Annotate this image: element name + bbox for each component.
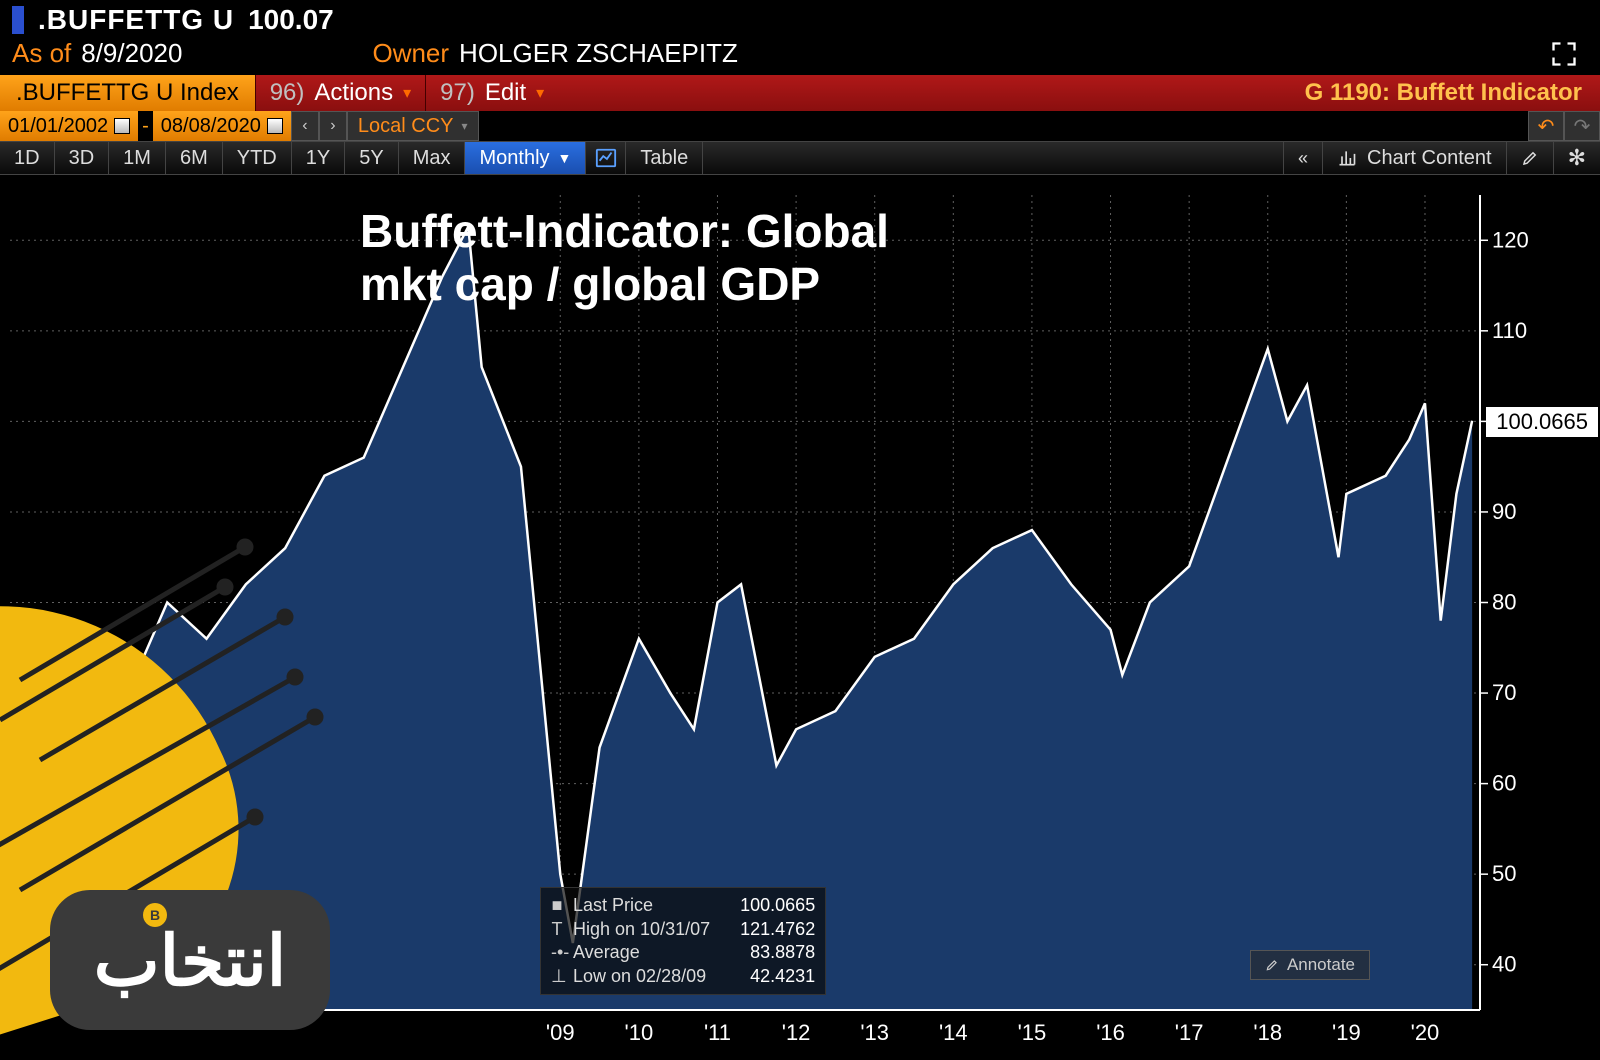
legend-last-label: Last Price [573,894,653,917]
legend-avg-label: Average [573,941,640,964]
currency-select[interactable]: Local CCY ▾ [347,111,479,141]
edit-label: Edit [485,79,526,107]
chart-title-line2: mkt cap / global GDP [360,258,889,311]
svg-text:'10: '10 [625,1020,654,1045]
svg-text:'20: '20 [1411,1020,1440,1045]
svg-text:90: 90 [1492,499,1516,524]
chart-content-button[interactable]: Chart Content [1322,142,1506,174]
svg-text:40: 40 [1492,952,1516,977]
svg-text:110: 110 [1492,318,1527,343]
index-label: .BUFFETTG U Index [16,79,239,107]
svg-text:'19: '19 [1332,1020,1361,1045]
annotate-button[interactable]: Annotate [1250,950,1370,980]
gear-icon: ✻ [1568,145,1586,171]
actions-key: 96) [270,79,305,107]
svg-text:60: 60 [1492,771,1516,796]
chart-title: Buffett-Indicator: Global mkt cap / glob… [360,205,889,311]
tab-ytd[interactable]: YTD [223,142,292,174]
svg-text:70: 70 [1492,680,1516,705]
svg-text:'09: '09 [546,1020,575,1045]
svg-text:'11: '11 [704,1020,731,1045]
header-row-2: As of 8/9/2020 Owner HOLGER ZSCHAEPITZ [0,36,1600,75]
tab-table[interactable]: Table [626,142,703,174]
edit-menu[interactable]: 97) Edit ▾ [425,75,558,111]
calendar-icon[interactable] [114,118,130,134]
tab-3d[interactable]: 3D [55,142,110,174]
owner-label: Owner [372,38,449,69]
symbol-value: 100.07 [248,4,334,36]
svg-text:50: 50 [1492,861,1516,886]
actions-menu[interactable]: 96) Actions ▾ [255,75,425,111]
chart-content-label: Chart Content [1367,147,1492,170]
chevron-down-icon: ▾ [536,83,544,103]
chart-area[interactable]: 405060708090100110120'09'10'11'12'13'14'… [0,175,1600,1060]
interval-label: Monthly [479,147,549,170]
svg-text:'18: '18 [1253,1020,1282,1045]
asof-value: 8/9/2020 [81,38,182,69]
legend-low-value: 42.4231 [750,965,815,988]
symbol-code: .BUFFETTG U [38,4,234,36]
tab-spacer [703,142,1283,174]
asof-label: As of [12,38,71,69]
svg-text:80: 80 [1492,590,1516,615]
price-legend: ■Last Price 100.0665 THigh on 10/31/07 1… [540,887,826,995]
current-value-pill: 100.0665 [1486,407,1598,437]
next-button[interactable]: › [319,111,347,141]
date-dash: - [138,111,153,141]
owner-value: HOLGER ZSCHAEPITZ [459,38,738,69]
strip-spacer [558,75,1286,111]
date-to-input[interactable]: 08/08/2020 [153,111,291,141]
chart-title-line1: Buffett-Indicator: Global [360,205,889,258]
expand-icon[interactable] [1550,40,1578,68]
svg-text:'12: '12 [782,1020,811,1045]
triangle-down-icon: ▼ [558,150,572,166]
tab-max[interactable]: Max [399,142,466,174]
legend-high-label: High on 10/31/07 [573,918,710,941]
edit-key: 97) [440,79,475,107]
collapse-button[interactable]: « [1283,142,1322,174]
legend-avg-value: 83.8878 [750,941,815,964]
table-label: Table [640,147,688,170]
page-id-label: G 1190: Buffett Indicator [1287,75,1600,111]
date-to-value: 08/08/2020 [161,115,261,138]
tab-interval-select[interactable]: Monthly ▼ [465,142,586,174]
chevron-down-icon: ▾ [403,83,411,103]
annotate-label: Annotate [1287,955,1355,975]
chart-type-icon[interactable] [586,142,626,174]
undo-button[interactable]: ↶ [1528,111,1564,141]
symbol-marker [12,6,24,34]
legend-high-value: 121.4762 [740,918,815,941]
tab-6m[interactable]: 6M [166,142,223,174]
tab-1d[interactable]: 1D [0,142,55,174]
command-strip: .BUFFETTG U Index 96) Actions ▾ 97) Edit… [0,75,1600,111]
svg-text:'13: '13 [860,1020,889,1045]
tab-5y[interactable]: 5Y [345,142,398,174]
double-chevron-left-icon: « [1298,148,1308,169]
svg-text:120: 120 [1492,227,1529,252]
legend-low-label: Low on 02/28/09 [573,965,706,988]
calendar-icon[interactable] [267,118,283,134]
date-from-value: 01/01/2002 [8,115,108,138]
prev-button[interactable]: ‹ [291,111,319,141]
actions-label: Actions [314,79,393,107]
legend-last-value: 100.0665 [740,894,815,917]
svg-text:'16: '16 [1096,1020,1125,1045]
edit-tool-button[interactable] [1506,142,1553,174]
currency-label: Local CCY [358,115,454,138]
svg-text:'14: '14 [939,1020,968,1045]
index-label-box[interactable]: .BUFFETTG U Index [0,75,255,111]
date-from-input[interactable]: 01/01/2002 [0,111,138,141]
date-nav-row: 01/01/2002 - 08/08/2020 ‹ › Local CCY ▾ … [0,111,1600,141]
timeframe-tabs: 1D3D1M6MYTD1Y5YMax Monthly ▼ Table « Cha… [0,141,1600,175]
svg-text:'17: '17 [1175,1020,1204,1045]
header-row-1: .BUFFETTG U 100.07 [0,0,1600,36]
redo-button[interactable]: ↷ [1564,111,1600,141]
settings-button[interactable]: ✻ [1553,142,1600,174]
tab-1y[interactable]: 1Y [292,142,345,174]
tab-1m[interactable]: 1M [109,142,166,174]
chevron-down-icon: ▾ [462,119,468,133]
undo-redo-group: ↶ ↷ [1528,111,1600,141]
svg-text:'15: '15 [1018,1020,1047,1045]
